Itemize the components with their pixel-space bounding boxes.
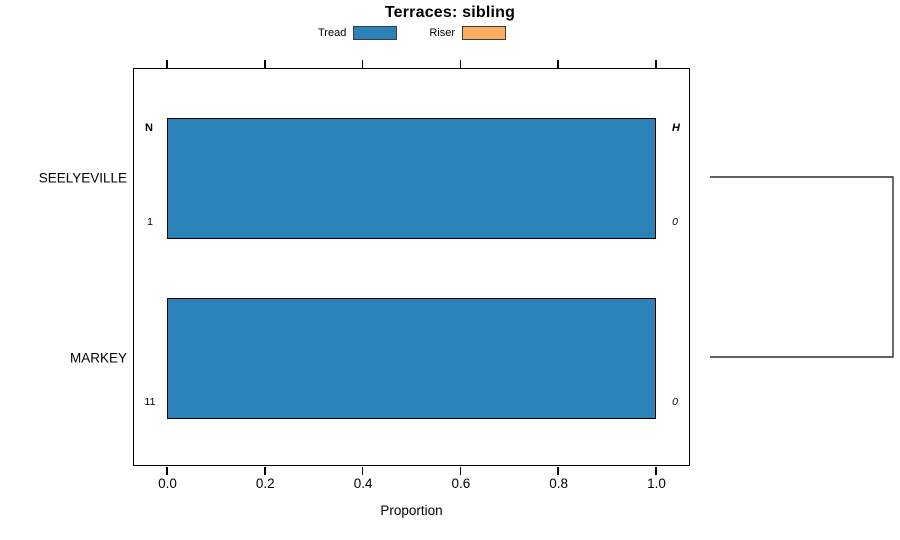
bar-right-header: H <box>672 122 680 134</box>
legend-item-riser: Riser <box>429 26 506 40</box>
y-category-label: SEELYEVILLE <box>38 170 127 185</box>
legend-item-tread: Tread <box>318 26 398 40</box>
dendrogram-bracket <box>710 176 894 358</box>
x-tick-label: 0.8 <box>549 476 569 491</box>
x-tick <box>264 466 266 475</box>
x-tick-label: 1.0 <box>647 476 666 491</box>
legend: Tread Riser <box>133 25 691 41</box>
x-tick <box>264 59 266 68</box>
x-tick-label: 0.0 <box>158 476 177 491</box>
x-tick-label: 0.6 <box>451 476 471 491</box>
dendrogram-bracket-path <box>710 176 894 358</box>
x-axis-labels: 0.0 0.2 0.4 0.6 0.8 1.0 <box>133 476 690 492</box>
x-axis-title: Proportion <box>380 503 443 518</box>
legend-label-riser: Riser <box>429 27 455 39</box>
x-tick <box>166 466 168 475</box>
x-tick <box>166 59 168 68</box>
x-tick-label: 0.2 <box>255 476 275 491</box>
bar-left-value: 11 <box>144 396 156 408</box>
legend-swatch-riser <box>462 26 506 40</box>
x-tick <box>361 59 364 68</box>
x-tick <box>459 59 462 68</box>
bar-right-value: 0 <box>672 216 678 228</box>
chart-title: Terraces: sibling <box>384 4 516 21</box>
y-category-label: MARKEY <box>69 350 127 365</box>
legend-swatch-tread <box>353 26 398 40</box>
x-tick <box>459 466 462 475</box>
plot-panel: N 1 H 0 11 0 <box>133 59 690 475</box>
x-tick <box>655 59 657 68</box>
y-axis-labels: SEELYEVILLE MARKEY <box>0 0 127 540</box>
x-tick <box>557 466 559 475</box>
bar-left-header: N <box>145 122 153 134</box>
bar-left-value: 1 <box>147 216 153 228</box>
x-tick-label: 0.4 <box>353 476 373 491</box>
bar-tread-markey <box>167 298 656 419</box>
x-tick <box>557 59 559 68</box>
x-tick <box>655 466 657 475</box>
x-tick <box>361 466 364 475</box>
bar-right-value: 0 <box>672 396 678 408</box>
legend-label-tread: Tread <box>318 27 347 39</box>
bar-tread-seelyeville <box>167 118 656 239</box>
